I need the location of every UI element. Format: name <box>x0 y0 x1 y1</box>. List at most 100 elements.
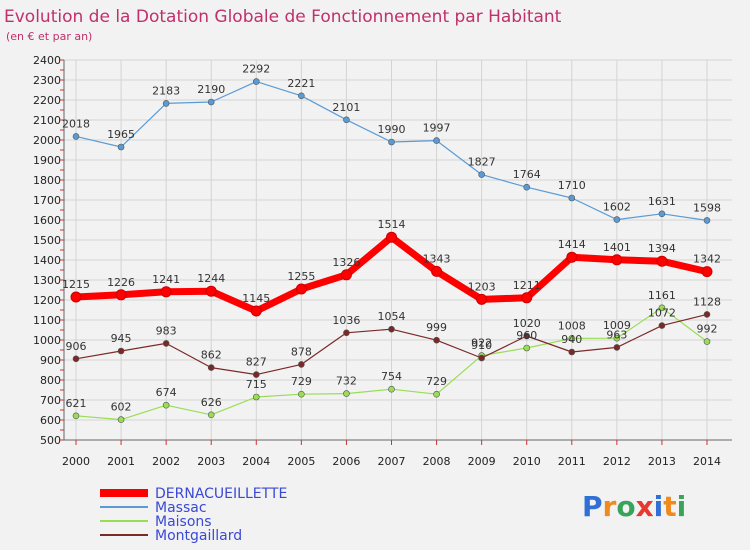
y-tick-label: 800 <box>40 374 61 387</box>
data-label: 1342 <box>693 253 721 266</box>
data-point <box>298 361 305 368</box>
data-label: 940 <box>561 333 582 346</box>
data-label: 963 <box>606 328 627 341</box>
data-point <box>431 265 443 277</box>
data-label: 1215 <box>62 278 90 291</box>
data-point <box>207 98 215 106</box>
data-point <box>72 133 80 140</box>
y-tick-label: 2000 <box>33 134 61 147</box>
data-label: 1631 <box>648 195 676 208</box>
y-tick-label: 1500 <box>33 234 61 247</box>
data-point <box>115 289 127 301</box>
chart-subtitle: (en € et par an) <box>6 30 92 43</box>
data-label: 2221 <box>287 77 315 90</box>
logo-letter: x <box>636 490 654 523</box>
data-point <box>117 416 125 423</box>
y-tick-label: 900 <box>40 354 61 367</box>
data-point <box>117 143 125 151</box>
data-point <box>386 231 397 243</box>
data-point <box>613 344 621 351</box>
legend-label: Maisons <box>155 514 212 530</box>
data-label: 1072 <box>648 307 676 320</box>
data-label: 1414 <box>558 238 586 251</box>
series-layer <box>70 78 713 423</box>
data-point <box>703 338 711 345</box>
logo-letter: o <box>616 490 635 523</box>
chart-title: Evolution de la Dotation Globale de Fonc… <box>4 7 562 27</box>
data-point <box>162 340 170 347</box>
logo-letter: i <box>654 490 664 523</box>
data-label: 1036 <box>332 314 360 327</box>
legend-label: DERNACUEILLETTE <box>155 486 287 502</box>
data-point <box>433 336 440 344</box>
y-tick-label: 1800 <box>33 174 61 187</box>
data-label: 1009 <box>603 319 631 332</box>
x-tick-label: 2006 <box>332 455 360 468</box>
data-point <box>566 251 578 263</box>
logo-letter: i <box>677 490 687 523</box>
data-label: 1990 <box>378 123 406 136</box>
data-labels: 1215 1226 1241 1244 1145 1255 1326 1514 1343 1203… <box>62 63 721 414</box>
proxiti-logo: Proxiti <box>582 490 686 523</box>
data-point <box>343 390 350 397</box>
data-label: 945 <box>111 332 132 345</box>
y-tick-label: 600 <box>40 414 61 427</box>
data-label: 1211 <box>513 279 541 292</box>
data-label: 674 <box>156 386 177 399</box>
data-point <box>340 269 352 281</box>
x-tick-label: 2009 <box>468 455 496 468</box>
data-label: 983 <box>156 324 177 337</box>
data-point <box>658 210 666 218</box>
data-point <box>252 393 260 401</box>
data-label: 2018 <box>62 117 90 130</box>
data-point <box>433 137 440 144</box>
x-tick-label: 2001 <box>107 455 135 468</box>
data-label: 878 <box>291 345 312 358</box>
data-label: 621 <box>66 397 87 410</box>
data-label: 1965 <box>107 128 135 141</box>
x-tick-label: 2010 <box>513 455 541 468</box>
data-label: 1394 <box>648 242 676 255</box>
data-label: 1226 <box>107 276 135 289</box>
data-point <box>343 329 350 337</box>
data-point <box>298 390 305 398</box>
data-point <box>388 325 395 333</box>
data-label: 1128 <box>693 295 721 308</box>
logo-letter: P <box>582 490 603 523</box>
data-label: 602 <box>111 401 132 414</box>
data-point <box>388 138 395 146</box>
data-label: 1203 <box>468 280 496 293</box>
data-point <box>252 78 260 85</box>
data-label: 1710 <box>558 179 586 192</box>
data-point <box>568 335 576 342</box>
data-label: 1054 <box>378 310 406 323</box>
x-tick-label: 2007 <box>378 455 406 468</box>
data-point <box>162 100 170 107</box>
x-tick-label: 2004 <box>242 455 270 468</box>
data-label: 960 <box>516 329 537 342</box>
data-point <box>478 171 485 178</box>
x-tick-label: 2003 <box>197 455 225 468</box>
y-tick-label: 1400 <box>33 254 61 267</box>
data-point <box>298 92 305 100</box>
data-label: 1514 <box>378 218 406 231</box>
data-label: 910 <box>471 339 492 352</box>
x-tick-label: 2002 <box>152 455 180 468</box>
data-label: 1161 <box>648 289 676 302</box>
data-label: 1997 <box>423 122 451 135</box>
data-point <box>433 390 440 398</box>
x-tick-label: 2005 <box>287 455 315 468</box>
y-tick-label: 1000 <box>33 334 61 347</box>
data-point <box>523 332 531 340</box>
data-point <box>703 311 711 318</box>
data-label: 1255 <box>287 270 315 283</box>
data-label: 1326 <box>332 256 360 269</box>
y-tick-label: 1200 <box>33 294 61 307</box>
data-label: 922 <box>471 337 492 350</box>
data-point <box>523 183 531 191</box>
data-point <box>523 344 531 352</box>
data-label: 1343 <box>423 252 451 265</box>
legend-label: Montgaillard <box>155 528 242 544</box>
